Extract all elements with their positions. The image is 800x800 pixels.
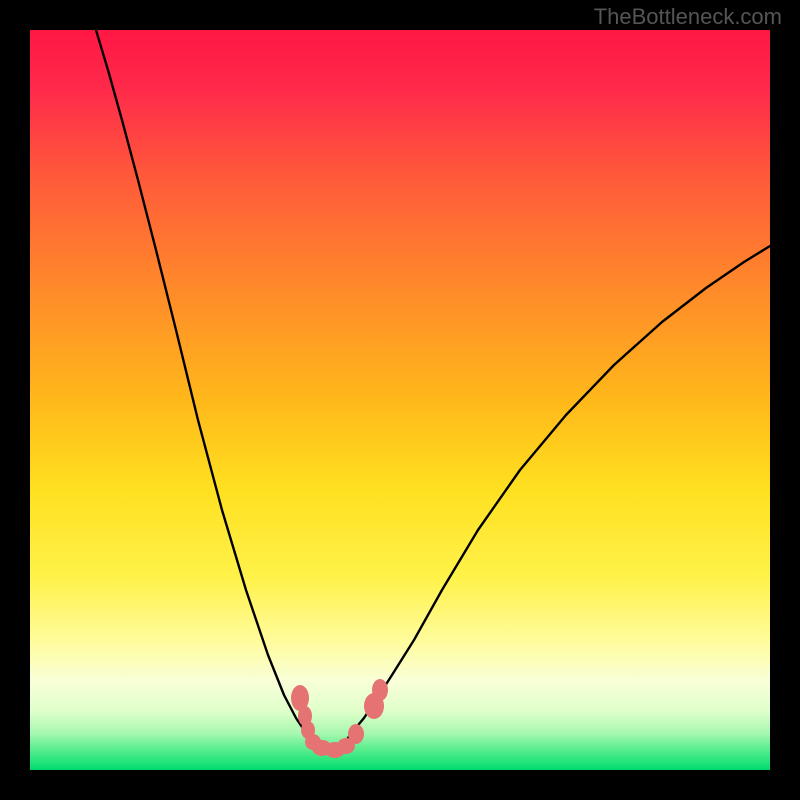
right-curve bbox=[348, 246, 770, 738]
watermark-text: TheBottleneck.com bbox=[594, 4, 782, 30]
curves-layer bbox=[30, 30, 770, 770]
bottom-mark bbox=[348, 724, 364, 744]
bottom-marks bbox=[291, 679, 388, 758]
left-curve bbox=[96, 30, 310, 738]
plot-area bbox=[30, 30, 770, 770]
bottom-mark bbox=[372, 679, 388, 701]
